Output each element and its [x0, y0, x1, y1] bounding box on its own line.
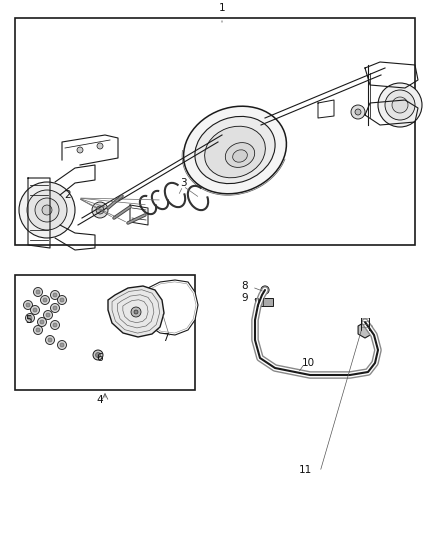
Circle shape	[36, 328, 40, 332]
Circle shape	[27, 190, 67, 230]
Circle shape	[53, 323, 57, 327]
Circle shape	[53, 293, 57, 297]
Circle shape	[95, 352, 100, 358]
Circle shape	[24, 301, 32, 310]
Circle shape	[36, 290, 40, 294]
Ellipse shape	[195, 116, 275, 183]
Circle shape	[77, 147, 83, 153]
Circle shape	[97, 143, 103, 149]
Text: 4: 4	[97, 395, 103, 405]
Circle shape	[43, 298, 47, 302]
Circle shape	[93, 350, 103, 360]
Circle shape	[40, 320, 44, 324]
Circle shape	[43, 311, 53, 319]
Circle shape	[96, 206, 104, 214]
Circle shape	[378, 83, 422, 127]
Circle shape	[392, 97, 408, 113]
Circle shape	[31, 305, 39, 314]
Text: 9: 9	[242, 293, 248, 303]
Ellipse shape	[233, 150, 247, 162]
Circle shape	[26, 303, 30, 307]
Circle shape	[48, 338, 52, 342]
Text: 3: 3	[180, 178, 186, 188]
Ellipse shape	[184, 106, 286, 194]
Ellipse shape	[225, 143, 254, 167]
Circle shape	[25, 313, 35, 322]
Circle shape	[355, 109, 361, 115]
Circle shape	[19, 182, 75, 238]
Text: 2: 2	[65, 190, 71, 200]
Ellipse shape	[205, 126, 265, 178]
Text: 5: 5	[25, 315, 31, 325]
Text: 6: 6	[97, 353, 103, 363]
Circle shape	[92, 202, 108, 218]
Circle shape	[33, 326, 42, 335]
Text: 8: 8	[242, 281, 248, 291]
Circle shape	[263, 288, 267, 292]
Bar	[15, 275, 195, 390]
Circle shape	[46, 335, 54, 344]
Circle shape	[50, 290, 60, 300]
Circle shape	[60, 298, 64, 302]
Circle shape	[33, 287, 42, 296]
Circle shape	[33, 308, 37, 312]
Text: 10: 10	[301, 358, 314, 368]
Circle shape	[385, 90, 415, 120]
Circle shape	[261, 286, 269, 294]
Circle shape	[57, 295, 67, 304]
Circle shape	[38, 318, 46, 327]
Circle shape	[53, 306, 57, 310]
Circle shape	[46, 313, 50, 317]
Polygon shape	[142, 280, 198, 335]
Circle shape	[35, 198, 59, 222]
Bar	[255, 298, 273, 306]
Circle shape	[351, 105, 365, 119]
Circle shape	[50, 320, 60, 329]
Circle shape	[28, 316, 32, 320]
Polygon shape	[108, 286, 164, 337]
Circle shape	[131, 307, 141, 317]
Circle shape	[40, 295, 49, 304]
Circle shape	[60, 343, 64, 347]
Circle shape	[50, 303, 60, 312]
Circle shape	[134, 310, 138, 314]
Circle shape	[42, 205, 52, 215]
Text: 7: 7	[162, 333, 168, 343]
Bar	[15, 18, 415, 245]
Text: 1: 1	[219, 3, 225, 13]
Circle shape	[57, 341, 67, 350]
Text: 11: 11	[298, 465, 311, 475]
